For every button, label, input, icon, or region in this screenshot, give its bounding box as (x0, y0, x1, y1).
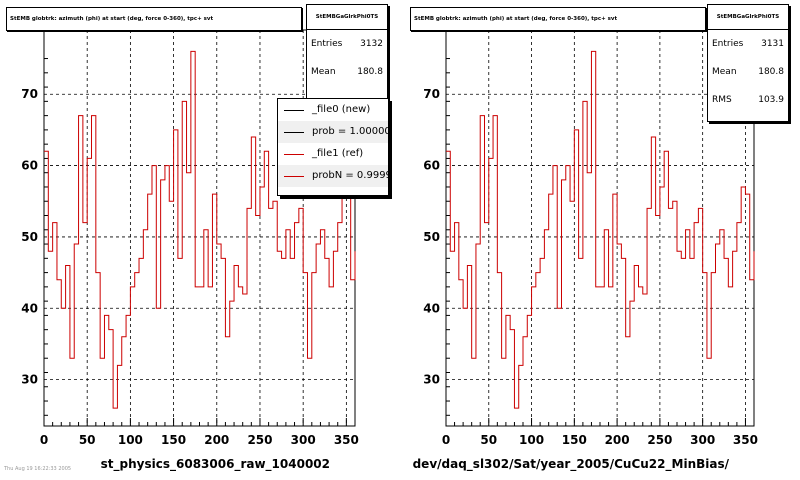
entries-value: 3132 (360, 39, 383, 49)
legend-box: _file0 (new) prob = 1.000000 _file1 (ref… (277, 98, 389, 196)
x-axis-label: st_physics_6083006_raw_1040002 (101, 457, 330, 472)
mean-value: 180.8 (758, 67, 784, 77)
y-tick-label: 30 (21, 373, 38, 387)
left-stats-entries: Entries 3132 (307, 30, 387, 58)
y-tick-label: 70 (21, 87, 38, 101)
right-title: StEMB globtrk: azimuth (phi) at start (d… (414, 16, 618, 22)
y-tick-label: 30 (423, 373, 440, 387)
y-tick-label: 40 (423, 301, 440, 315)
y-tick-label: 60 (423, 159, 440, 173)
right-title-box: StEMB globtrk: azimuth (phi) at start (d… (410, 7, 706, 31)
x-tick-label: 350 (733, 433, 758, 447)
right-stats-rms: RMS 103.9 (708, 86, 788, 114)
right-stats-box: StEMBGaGlrkPhi0TS Entries 3131 Mean 180.… (707, 4, 789, 122)
right-stats-mean: Mean 180.8 (708, 58, 788, 86)
entries-value: 3131 (761, 39, 784, 49)
x-tick-label: 350 (334, 433, 359, 447)
legend-item: _file0 (new) (278, 99, 388, 121)
x-tick-label: 0 (442, 433, 450, 447)
x-tick-label: 0 (40, 433, 48, 447)
legend-line-ref (284, 154, 304, 155)
x-tick-label: 250 (247, 433, 272, 447)
right-histogram: 0 50 100 150 200 250 300 350 30 40 50 60 70 dev/daq_s… (413, 29, 758, 472)
y-tick-label: 40 (21, 301, 38, 315)
x-tick-label: 300 (690, 433, 715, 447)
mean-value: 180.8 (357, 67, 383, 77)
y-tick-label: 50 (423, 230, 440, 244)
entries-label: Entries (311, 39, 343, 49)
x-tick-label: 300 (291, 433, 316, 447)
left-stats-name: StEMBGaGlrkPhi0TS (307, 5, 387, 30)
x-tick-label: 200 (204, 433, 229, 447)
rms-value: 103.9 (758, 95, 784, 105)
left-stats-box: StEMBGaGlrkPhi0TS Entries 3132 Mean 180.… (306, 4, 388, 99)
x-tick-label: 100 (519, 433, 544, 447)
legend-item: prob = 1.000000 (278, 121, 388, 143)
legend-label: _file0 (new) (312, 104, 371, 115)
x-tick-label: 50 (480, 433, 497, 447)
y-tick-label: 50 (21, 230, 38, 244)
left-histogram: 0 50 100 150 200 250 300 350 30 40 50 60 70 st_physic… (21, 29, 359, 472)
x-tick-label: 150 (161, 433, 186, 447)
entries-label: Entries (712, 39, 744, 49)
rms-label: RMS (712, 95, 732, 105)
legend-line-ref (284, 176, 304, 177)
histogram-series (446, 50, 755, 409)
legend-line-new (284, 132, 304, 133)
x-tick-label: 250 (647, 433, 672, 447)
legend-line-new (284, 110, 304, 111)
legend-label: _file1 (ref) (312, 148, 364, 159)
y-tick-label: 60 (21, 159, 38, 173)
legend-label: prob = 1.000000 (312, 126, 389, 137)
histogram-series (44, 50, 356, 409)
y-tick-label: 70 (423, 87, 440, 101)
x-tick-label: 100 (118, 433, 143, 447)
x-axis-label: dev/daq_sl302/Sat/year_2005/CuCu22_MinBi… (413, 457, 730, 472)
legend-item: _file1 (ref) (278, 143, 388, 165)
right-stats-name: StEMBGaGlrkPhi0TS (708, 5, 788, 30)
mean-label: Mean (712, 67, 737, 77)
footer-timestamp: Thu Aug 19 16:22:33 2005 (4, 466, 72, 472)
left-stats-mean: Mean 180.8 (307, 58, 387, 86)
left-title-box: StEMB globtrk: azimuth (phi) at start (d… (6, 7, 302, 31)
legend-label: probN = 0.99994 (312, 170, 388, 181)
mean-label: Mean (311, 67, 336, 77)
x-tick-label: 50 (79, 433, 96, 447)
legend-item: probN = 0.99994 (278, 165, 388, 187)
x-tick-label: 150 (562, 433, 587, 447)
right-stats-entries: Entries 3131 (708, 30, 788, 58)
left-title: StEMB globtrk: azimuth (phi) at start (d… (10, 16, 214, 22)
x-tick-label: 200 (605, 433, 630, 447)
